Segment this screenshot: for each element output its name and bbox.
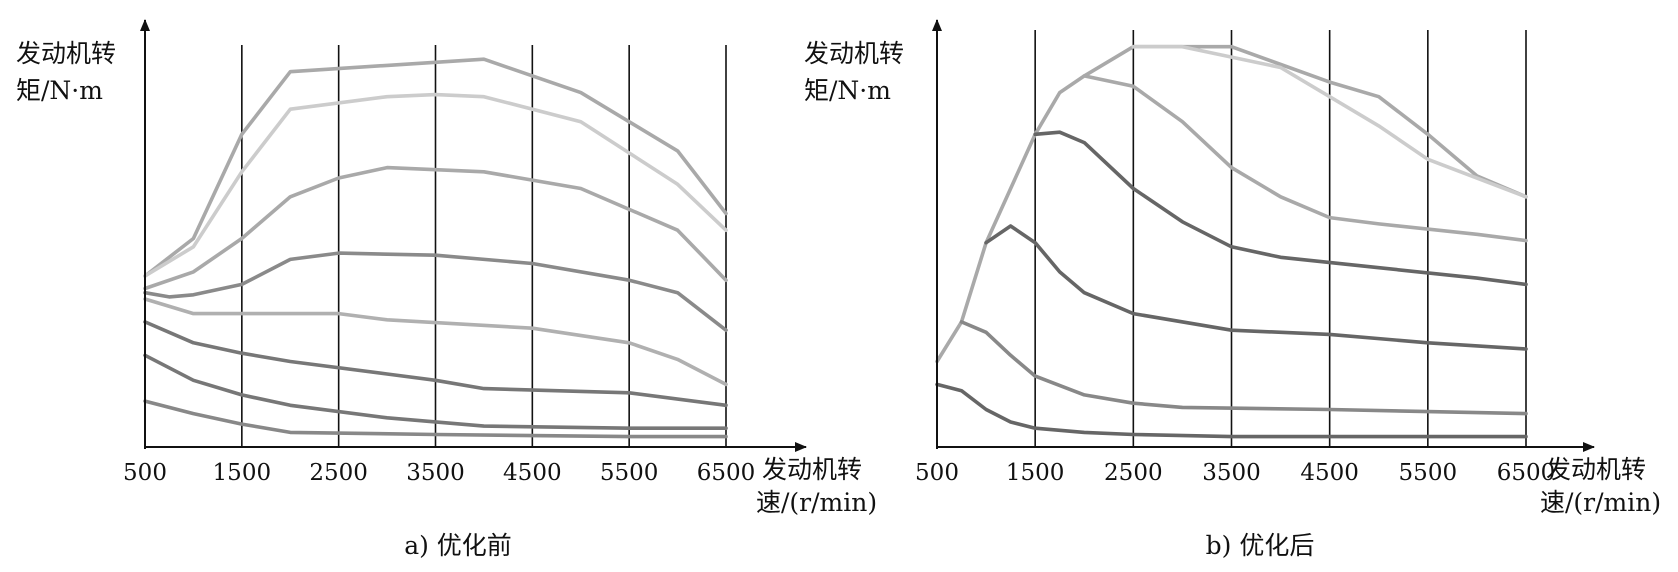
series-lines-b — [935, 44, 1528, 439]
x-tick-labels-a: 500 1500 2500 3500 4500 5500 6500 — [123, 460, 755, 486]
caption-a: a) 优化前 — [404, 531, 512, 560]
x-tick-label-a-500: 500 — [123, 460, 167, 486]
x-tick-label-a-6500: 6500 — [697, 460, 756, 486]
series-line-b-5 — [984, 224, 1528, 351]
x-tick-label-b-5500: 5500 — [1399, 460, 1458, 486]
x-axis-title-b-line2: 速/(r/min) — [1540, 488, 1661, 517]
series-line-b-6 — [959, 320, 1528, 416]
y-axis-title-a-line1: 发动机转 — [16, 39, 116, 68]
series-line-b-2 — [1131, 44, 1528, 199]
x-tick-label-b-6500: 6500 — [1497, 460, 1556, 486]
x-tick-label-b-4500: 4500 — [1300, 460, 1359, 486]
x-axis-title-b-line1: 发动机转 — [1546, 455, 1646, 484]
y-axis-title-a-line2: 矩/N·m — [16, 76, 103, 105]
x-axis-title-a-line2: 速/(r/min) — [756, 488, 877, 517]
series-line-a-2 — [143, 92, 728, 278]
x-axis-title-a-line1: 发动机转 — [762, 455, 862, 484]
series-line-a-1 — [143, 57, 728, 278]
series-line-a-5 — [143, 297, 728, 387]
x-tick-label-a-1500: 1500 — [213, 460, 272, 486]
x-tick-label-a-3500: 3500 — [406, 460, 465, 486]
chart-panel-b: 500 1500 2500 3500 4500 5500 6500 发动机转 矩/N·m 发… — [804, 19, 1661, 560]
x-tick-label-a-2500: 2500 — [309, 460, 368, 486]
series-line-b-7 — [935, 382, 1528, 439]
series-line-a-3 — [143, 165, 728, 291]
y-axis-title-b-line1: 发动机转 — [804, 39, 904, 68]
y-axis-title-b-line2: 矩/N·m — [804, 76, 891, 105]
x-tick-label-a-4500: 4500 — [503, 460, 562, 486]
series-line-a-7 — [143, 353, 728, 431]
series-line-a-8 — [143, 399, 728, 439]
series-line-a-4 — [143, 251, 728, 333]
x-tick-label-b-3500: 3500 — [1202, 460, 1261, 486]
series-line-b-4 — [1033, 130, 1528, 287]
series-lines-a — [143, 57, 728, 439]
series-line-a-6 — [143, 320, 728, 408]
chart-panel-a: 500 1500 2500 3500 4500 5500 6500 发动机转 矩/N·m 发… — [16, 19, 877, 560]
x-tick-labels-b: 500 1500 2500 3500 4500 5500 6500 — [915, 460, 1555, 486]
series-line-b-3 — [1082, 74, 1528, 243]
x-tick-label-a-5500: 5500 — [600, 460, 659, 486]
x-tick-label-b-500: 500 — [915, 460, 959, 486]
x-tick-label-b-2500: 2500 — [1104, 460, 1163, 486]
caption-b: b) 优化后 — [1206, 531, 1315, 560]
x-tick-label-b-1500: 1500 — [1006, 460, 1065, 486]
grid-lines-b — [1034, 30, 1527, 447]
